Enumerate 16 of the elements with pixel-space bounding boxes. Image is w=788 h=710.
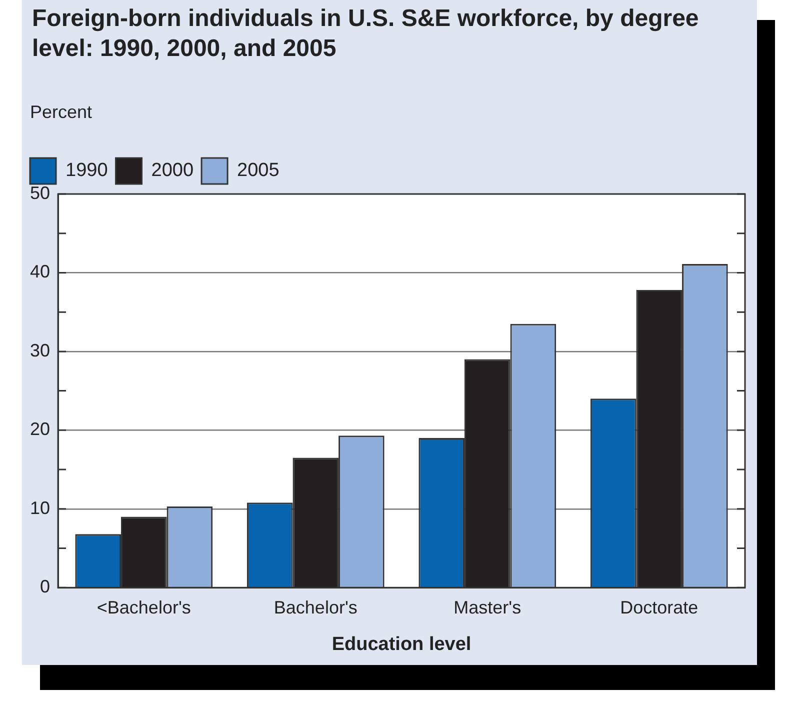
- y-tick-label: 10: [30, 498, 50, 518]
- x-tick-label: Master's: [454, 597, 522, 618]
- x-tick-label: Doctorate: [620, 597, 698, 618]
- y-tick-label: 20: [30, 419, 50, 440]
- y-tick-label: 0: [40, 576, 50, 597]
- y-tick-label: 40: [30, 262, 50, 282]
- x-tick-label: Bachelor's: [274, 597, 358, 618]
- y-tick-label: 30: [30, 340, 50, 360]
- legend-label: 2000: [151, 160, 194, 182]
- chart-title: Foreign-born individuals in U.S. S&E workforce, by degree level: 1990, 2000, and 2005: [32, 4, 700, 64]
- x-tick-label: <Bachelor's: [96, 597, 191, 618]
- legend-label: 2005: [237, 160, 280, 182]
- y-axis-title: Percent: [30, 102, 92, 123]
- legend-label: 1990: [66, 160, 108, 182]
- x-axis-title: Education level: [332, 634, 472, 655]
- y-tick-label: 50: [30, 182, 50, 203]
